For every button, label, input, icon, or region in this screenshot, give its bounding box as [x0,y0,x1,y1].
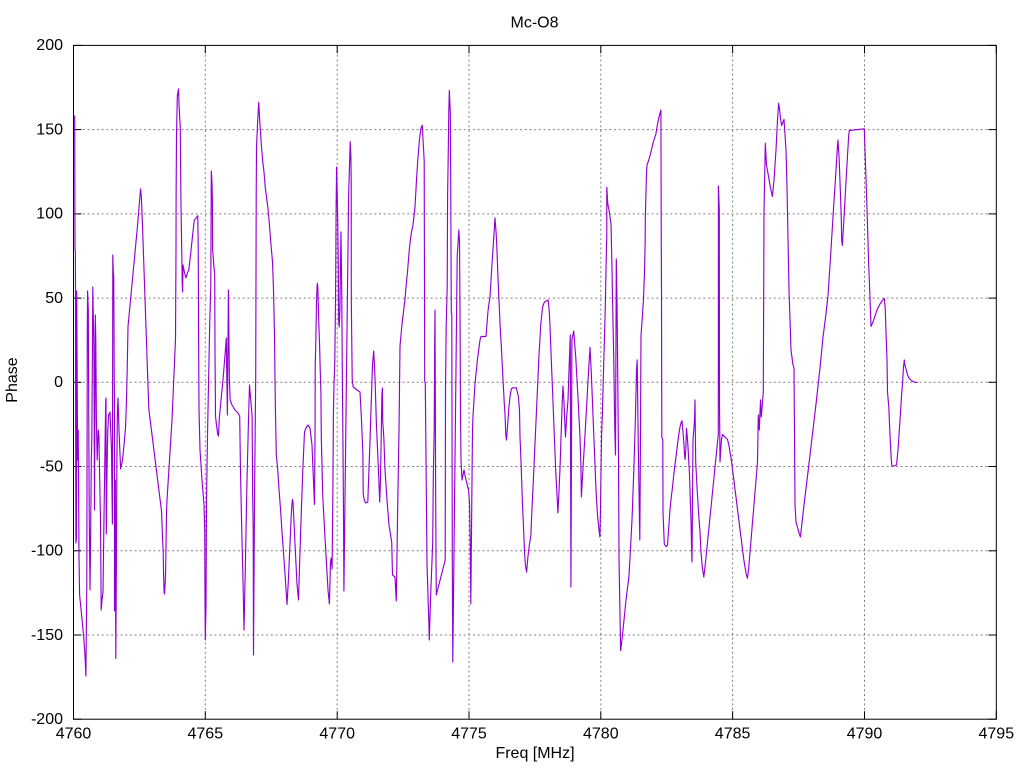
svg-text:-50: -50 [40,458,63,475]
svg-text:Freq [MHz]: Freq [MHz] [495,745,574,762]
svg-text:-100: -100 [31,543,63,560]
svg-text:-200: -200 [31,711,63,728]
svg-text:4795: 4795 [979,726,1015,743]
svg-text:-150: -150 [31,627,63,644]
svg-text:4775: 4775 [451,726,487,743]
svg-text:0: 0 [54,374,63,391]
svg-text:50: 50 [45,290,63,307]
svg-text:Mc-O8: Mc-O8 [511,14,559,31]
svg-text:100: 100 [36,206,63,223]
svg-text:4765: 4765 [188,726,224,743]
svg-text:Phase: Phase [4,357,21,402]
svg-text:4785: 4785 [715,726,751,743]
svg-text:4790: 4790 [847,726,883,743]
svg-text:150: 150 [36,121,63,138]
svg-text:4770: 4770 [319,726,355,743]
svg-text:4780: 4780 [583,726,619,743]
svg-text:4760: 4760 [56,726,92,743]
svg-text:200: 200 [36,37,63,54]
